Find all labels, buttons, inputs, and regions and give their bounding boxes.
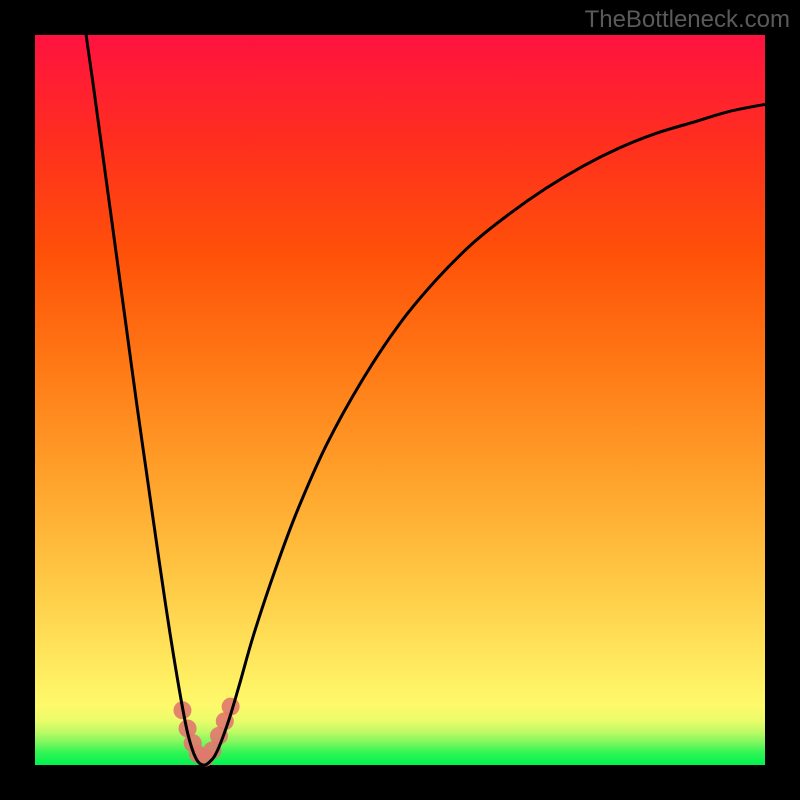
- plot-area: [35, 35, 765, 765]
- bottleneck-curve: [86, 35, 765, 765]
- bottleneck-curve-svg: [35, 35, 765, 765]
- watermark-text: TheBottleneck.com: [585, 6, 790, 34]
- chart-frame: TheBottleneck.com: [0, 0, 800, 800]
